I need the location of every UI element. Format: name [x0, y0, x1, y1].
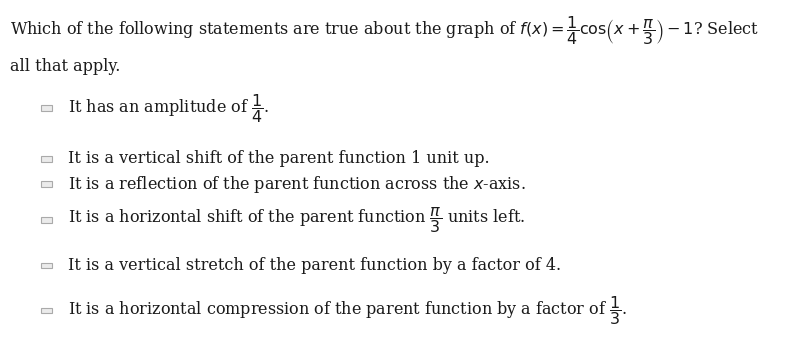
Text: It is a vertical shift of the parent function 1 unit up.: It is a vertical shift of the parent fun… [68, 150, 490, 168]
Text: It is a reflection of the parent function across the $x$-axis.: It is a reflection of the parent functio… [68, 174, 526, 195]
FancyBboxPatch shape [42, 156, 51, 162]
Text: It has an amplitude of $\dfrac{1}{4}$.: It has an amplitude of $\dfrac{1}{4}$. [68, 92, 269, 125]
FancyBboxPatch shape [42, 308, 51, 313]
Text: all that apply.: all that apply. [10, 58, 120, 75]
Text: Which of the following statements are true about the graph of $f(x) = \dfrac{1}{: Which of the following statements are tr… [10, 14, 758, 47]
Text: It is a horizontal shift of the parent function $\dfrac{\pi}{3}$ units left.: It is a horizontal shift of the parent f… [68, 205, 525, 235]
FancyBboxPatch shape [42, 217, 51, 223]
Text: It is a horizontal compression of the parent function by a factor of $\dfrac{1}{: It is a horizontal compression of the pa… [68, 294, 627, 327]
FancyBboxPatch shape [42, 181, 51, 187]
Text: It is a vertical stretch of the parent function by a factor of 4.: It is a vertical stretch of the parent f… [68, 257, 561, 274]
FancyBboxPatch shape [42, 262, 51, 268]
FancyBboxPatch shape [42, 105, 51, 111]
